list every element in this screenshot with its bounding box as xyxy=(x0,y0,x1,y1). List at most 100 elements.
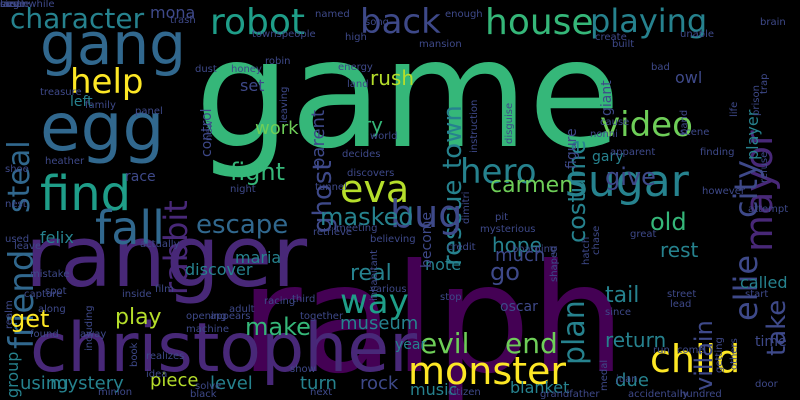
word-retrieve: retrieve xyxy=(313,227,353,238)
word-owl: owl xyxy=(675,68,703,87)
word-gang: gang xyxy=(40,10,186,78)
word-figure: figure xyxy=(564,128,580,169)
word-run: run xyxy=(653,345,670,356)
word-left: left xyxy=(70,94,93,110)
word-tunnel: tunnel xyxy=(315,182,347,193)
word-much: much xyxy=(495,245,546,266)
word-mansion: mansion xyxy=(419,39,462,50)
word-help: help xyxy=(70,62,144,102)
word-trash: trash xyxy=(170,15,196,26)
word-medal: medal xyxy=(599,359,610,391)
word-due: due xyxy=(615,370,649,391)
word-giant: giant xyxy=(599,80,615,116)
word-hundred: hundred xyxy=(680,389,722,400)
word-blanket: blanket xyxy=(510,378,570,397)
word-give: give xyxy=(605,163,656,191)
word-ralph: ralph xyxy=(240,233,626,400)
word-way: way xyxy=(340,282,409,322)
word-named: named xyxy=(315,9,350,20)
word-get: get xyxy=(10,305,50,333)
word-end: end xyxy=(505,327,558,360)
word-opening: opening xyxy=(186,311,227,322)
word-christopher: christopher xyxy=(30,309,418,388)
word-lead: lead xyxy=(670,299,692,310)
word-start: start xyxy=(745,289,769,300)
word-escape: escape xyxy=(196,210,289,240)
word-evil: evil xyxy=(420,327,470,360)
word-child: child xyxy=(650,337,741,381)
word-brain: brain xyxy=(760,17,786,28)
word-others: others xyxy=(729,338,740,370)
word-adult: adult xyxy=(229,304,255,315)
word-music: music xyxy=(410,380,458,399)
word-return: return xyxy=(605,328,667,352)
word-play: play xyxy=(115,305,162,330)
word-masked: masked xyxy=(320,203,414,231)
word-hero: hero xyxy=(460,152,537,192)
word-actually: actually xyxy=(140,239,180,250)
word-year: year xyxy=(395,337,427,353)
word-spot: spot xyxy=(45,286,67,297)
word-dimitri: dimitri xyxy=(461,191,472,224)
word-however: however xyxy=(702,186,745,197)
word-rock: rock xyxy=(360,373,399,394)
word-ranger: ranger xyxy=(25,208,308,307)
word-film: film xyxy=(155,284,174,295)
word-robot: robot xyxy=(210,2,306,43)
word-credit: credit xyxy=(447,242,476,253)
word-meeting: meeting xyxy=(336,223,378,234)
word-eva: eva xyxy=(340,167,410,211)
word-race: race xyxy=(125,169,156,185)
word-go: go xyxy=(490,258,520,286)
word-discovers: discovers xyxy=(347,168,395,179)
word-boarding: boarding xyxy=(512,244,557,255)
word-time: time xyxy=(755,334,787,350)
word-stop: stop xyxy=(440,292,462,303)
word-decides: decides xyxy=(342,149,381,160)
word-castle: castle xyxy=(0,0,30,10)
word-group: group xyxy=(3,351,22,398)
word-treasure: treasure xyxy=(40,87,82,98)
word-night: night xyxy=(230,184,256,195)
word-inside: inside xyxy=(122,289,152,300)
word-third: third xyxy=(292,294,316,305)
word-finding: finding xyxy=(700,147,735,158)
word-felix: felix xyxy=(40,228,74,247)
word-come: come xyxy=(677,345,705,356)
word-high: high xyxy=(345,32,367,43)
word-world: world xyxy=(370,131,398,142)
word-unable: unable xyxy=(680,29,715,40)
word-mysterious: mysterious xyxy=(480,224,536,235)
word-large: large xyxy=(0,0,26,10)
word-refuse: refuse xyxy=(759,151,770,183)
word-disguise: disguise xyxy=(504,102,515,144)
word-realizes: realizes xyxy=(146,351,185,362)
word-apparent: apparent xyxy=(610,147,656,158)
word-solve: solve xyxy=(195,381,222,392)
word-parent: parent xyxy=(308,109,329,169)
word-real: real xyxy=(350,261,392,286)
word-find: find xyxy=(40,166,132,222)
word-believing: believing xyxy=(370,234,416,245)
word-oscar: oscar xyxy=(500,299,538,315)
word-enough: enough xyxy=(445,9,483,20)
word-set: set xyxy=(240,76,265,95)
word-using: using xyxy=(20,373,69,394)
word-along: along xyxy=(38,304,66,315)
word-egg: egg xyxy=(40,89,165,166)
word-townspeople: townspeople xyxy=(252,29,316,40)
word-life: life xyxy=(729,101,740,117)
word-mystery: mystery xyxy=(50,373,124,394)
word-pit: pit xyxy=(495,212,509,223)
word-gary: gary xyxy=(592,149,624,165)
word-together: together xyxy=(300,311,344,322)
word-game: game xyxy=(195,8,621,182)
word-sugar: sugar xyxy=(565,156,689,207)
word-note: note xyxy=(425,255,462,274)
word-mona: mona xyxy=(150,3,196,22)
word-heather: heather xyxy=(45,156,85,167)
word-fall: fall xyxy=(95,201,165,255)
word-meanwhile: meanwhile xyxy=(0,0,55,10)
word-used: used xyxy=(5,234,30,245)
word-appears: appears xyxy=(210,311,251,322)
